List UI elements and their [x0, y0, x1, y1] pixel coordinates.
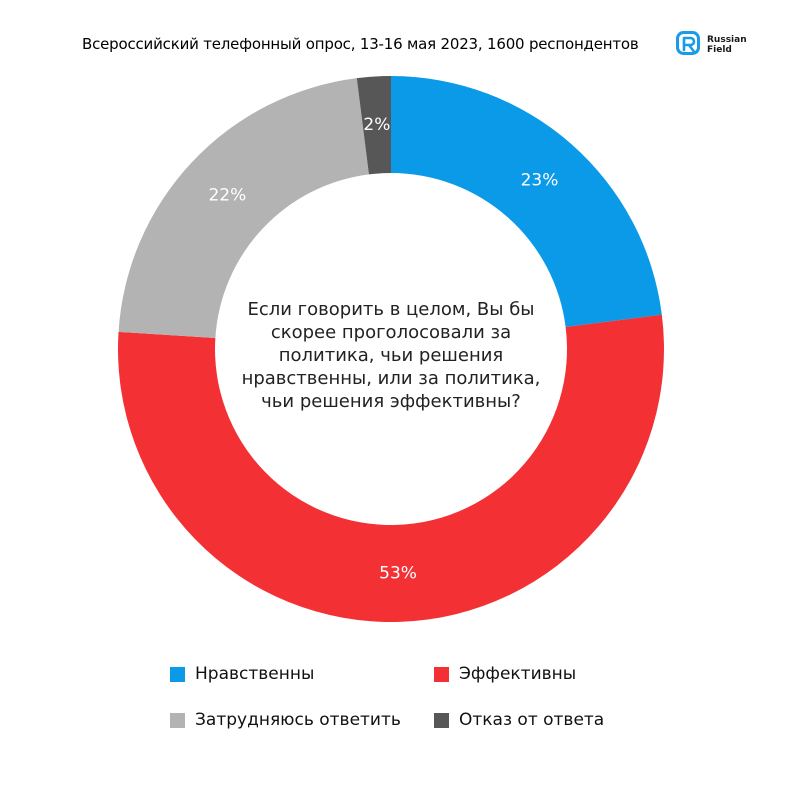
donut-slice-moral	[391, 76, 662, 327]
donut-slice-labels: 23% 53% 22% 2%	[208, 115, 558, 583]
legend-item-refused: Отказ от ответа	[434, 710, 604, 730]
donut-slice-undecided	[118, 78, 369, 338]
slice-label-effective: 53%	[379, 563, 417, 583]
legend-label: Эффективны	[459, 664, 577, 684]
donut-slice-effective	[117, 314, 665, 623]
legend-item-undecided: Затрудняюсь ответить	[170, 710, 401, 730]
russian-field-logo-icon	[676, 31, 700, 55]
slice-label-refused: 2%	[363, 115, 390, 135]
donut-slices	[117, 76, 665, 623]
russian-field-logo: Russian Field	[676, 31, 756, 61]
legend-label: Затрудняюсь ответить	[195, 710, 401, 730]
legend-swatch	[170, 712, 185, 728]
legend-label: Нравственны	[195, 664, 315, 684]
legend-item-moral: Нравственны	[170, 664, 314, 684]
legend-item-effective: Эффективны	[434, 664, 576, 684]
logo-text-line1: Russian	[707, 35, 747, 45]
legend-swatch	[434, 666, 449, 682]
chart-subtitle: Всероссийский телефонный опрос, 13-16 ма…	[82, 35, 639, 53]
slice-label-moral: 23%	[521, 171, 559, 191]
legend-label: Отказ от ответа	[459, 710, 605, 730]
chart-center-question: Если говорить в целом, Вы бы скорее прог…	[241, 299, 541, 412]
donut-slice-refused	[356, 76, 391, 175]
slice-label-undecided: 22%	[208, 185, 246, 205]
logo-text-line2: Field	[707, 45, 732, 55]
legend-swatch	[434, 712, 449, 728]
legend-swatch	[170, 666, 185, 682]
